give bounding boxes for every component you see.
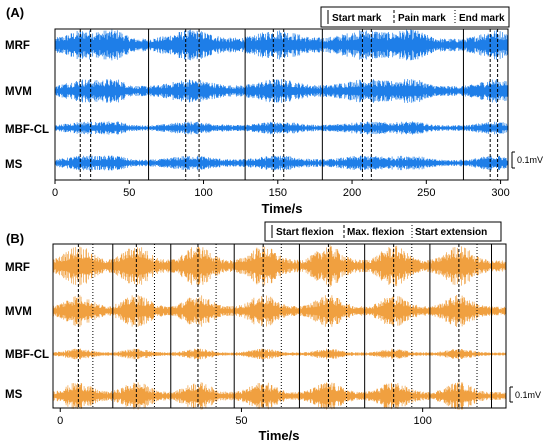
emg-trace-mrf — [53, 245, 507, 287]
x-tick-label: 250 — [417, 187, 435, 199]
channel-label-mbf-cl: MBF-CL — [5, 349, 49, 361]
emg-trace-mvm — [55, 79, 509, 103]
panel-b-legend: Start flexion Max. flexion Start extensi… — [264, 221, 502, 242]
emg-trace-mvm — [53, 295, 507, 327]
channel-label-mbf-cl: MBF-CL — [5, 124, 49, 136]
emg-trace-mbf-cl — [53, 348, 507, 360]
x-tick-label: 100 — [413, 415, 431, 427]
panel-a-marker-lines — [79, 29, 499, 180]
panel-a-legend: Start mark Pain mark End mark — [320, 6, 510, 28]
legend-end-mark: End mark — [459, 13, 505, 24]
x-tick-label: 50 — [235, 415, 247, 427]
legend-max-flexion: Max. flexion — [347, 227, 404, 238]
panel-a: (A) Start mark Pain mark End mark MRF MV… — [5, 5, 543, 216]
x-tick-label: 50 — [123, 187, 135, 199]
emg-trace-ms — [55, 155, 509, 171]
panel-b-x-label: Time/s — [259, 428, 300, 443]
channel-label-mvm: MVM — [5, 306, 32, 318]
x-tick-label: 0 — [57, 415, 63, 427]
panel-b-label: (B) — [6, 231, 24, 246]
legend-start-mark: Start mark — [332, 13, 382, 24]
panel-a-label: (A) — [6, 5, 24, 20]
panel-b-plot-frame — [52, 243, 507, 409]
legend-start-extension: Start extension — [415, 227, 487, 238]
panel-b-marker-lines — [77, 244, 493, 408]
emg-trace-mbf-cl — [55, 121, 509, 135]
channel-label-ms: MS — [5, 159, 23, 171]
panel-b-x-axis: 0 50 100 — [57, 408, 432, 427]
channel-label-mrf: MRF — [5, 40, 30, 52]
x-tick-label: 100 — [194, 187, 212, 199]
scale-bar-label: 0.1mV — [515, 390, 541, 400]
emg-trace-mrf — [55, 29, 509, 61]
panel-a-x-axis: 0 50 100 150 200 250 300 — [52, 180, 510, 199]
legend-box — [320, 6, 510, 28]
legend-start-flexion: Start flexion — [276, 227, 334, 238]
panel-b: (B) Start flexion Max. flexion Start ext… — [5, 221, 541, 443]
legend-pain-mark: Pain mark — [398, 13, 446, 24]
panel-a-plot-frame — [54, 28, 509, 181]
channel-label-ms: MS — [5, 389, 23, 401]
x-tick-label: 300 — [491, 187, 509, 199]
channel-label-mvm: MVM — [5, 86, 32, 98]
legend-box — [264, 221, 502, 242]
panel-a-scale-bar: 0.1mV — [511, 151, 543, 169]
panel-a-traces — [55, 29, 509, 171]
panel-b-scale-bar: 0.1mV — [509, 386, 541, 403]
scale-bar-label: 0.1mV — [517, 155, 543, 165]
panel-a-x-label: Time/s — [262, 201, 303, 216]
channel-label-mrf: MRF — [5, 262, 30, 274]
x-tick-label: 200 — [343, 187, 361, 199]
x-tick-label: 0 — [52, 187, 58, 199]
x-tick-label: 150 — [269, 187, 287, 199]
emg-trace-ms — [53, 382, 507, 410]
panel-b-traces — [53, 245, 507, 410]
